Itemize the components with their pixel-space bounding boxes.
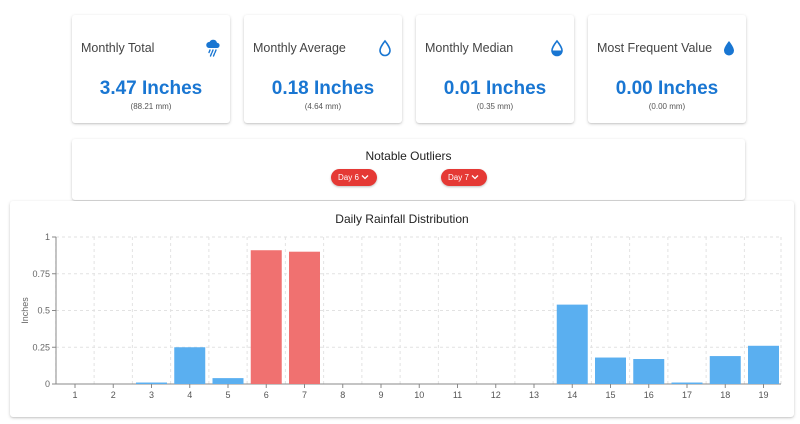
outlier-chip-day-6[interactable]: Day 6 (331, 169, 377, 186)
stat-sub: (4.64 mm) (304, 102, 342, 111)
stat-sub: (88.21 mm) (130, 102, 172, 111)
y-tick-label: 0 (45, 379, 50, 389)
stat-sub: (0.35 mm) (476, 102, 514, 111)
stat-sub: (0.00 mm) (648, 102, 686, 111)
stat-title: Monthly Total (81, 41, 155, 55)
stat-value: 0.18 Inches (271, 78, 375, 99)
chevron-down-icon (361, 175, 369, 180)
x-tick-label: 6 (264, 390, 269, 400)
x-tick-label: 1 (72, 390, 77, 400)
rain-cloud-icon (206, 39, 220, 57)
drop-outline-icon (379, 39, 391, 57)
x-tick-label: 14 (567, 390, 577, 400)
stat-card-frequent: Most Frequent Value 0.00 Inches (0.00 mm… (588, 15, 746, 123)
outliers-title: Notable Outliers (365, 149, 452, 163)
bar-day-15 (595, 357, 626, 384)
x-tick-label: 18 (720, 390, 730, 400)
outliers-card: Notable Outliers Day 6 Day 7 (72, 139, 745, 200)
x-tick-label: 8 (340, 390, 345, 400)
bar-day-4 (174, 347, 206, 384)
x-tick-label: 3 (149, 390, 154, 400)
y-axis-label: Inches (20, 297, 30, 324)
x-tick-label: 12 (491, 390, 501, 400)
y-tick-label: 0.25 (32, 342, 50, 352)
stat-card-average: Monthly Average 0.18 Inches (4.64 mm) (244, 15, 402, 123)
y-tick-label: 1 (45, 232, 50, 242)
stat-value: 0.01 Inches (443, 78, 547, 99)
x-tick-label: 9 (378, 390, 383, 400)
y-tick-label: 0.5 (37, 306, 50, 316)
grid (55, 236, 782, 385)
chip-label: Day 6 (338, 173, 359, 182)
chevron-down-icon (471, 175, 479, 180)
bar-day-18 (709, 356, 741, 384)
x-tick-label: 5 (225, 390, 230, 400)
bar-day-17 (671, 382, 703, 384)
x-tick-label: 2 (111, 390, 116, 400)
stat-title: Monthly Average (253, 41, 346, 55)
drop-filled-icon (724, 41, 734, 56)
stat-value: 3.47 Inches (99, 78, 203, 99)
bar-day-16 (633, 359, 665, 384)
chip-label: Day 7 (448, 173, 469, 182)
bar-day-3 (136, 382, 167, 384)
bar-day-5 (212, 378, 244, 384)
x-tick-label: 17 (682, 390, 692, 400)
bar-day-14 (556, 304, 588, 384)
x-tick-label: 7 (302, 390, 307, 400)
x-tick-label: 11 (453, 390, 462, 400)
bar-day-6 (250, 250, 282, 384)
stat-card-total: Monthly Total 3.47 Inches (88.21 mm) (72, 15, 230, 123)
chart-card: Daily Rainfall Distribution 0 0.25 0.5 0.75… (10, 201, 794, 417)
x-tick-label: 15 (605, 390, 615, 400)
outlier-chip-day-7[interactable]: Day 7 (441, 169, 487, 186)
drop-half-icon (551, 39, 563, 57)
chart-title: Daily Rainfall Distribution (335, 212, 469, 226)
y-tick-label: 0.75 (32, 269, 50, 279)
stat-value: 0.00 Inches (615, 78, 719, 99)
x-tick-label: 16 (644, 390, 654, 400)
bar-day-19 (748, 345, 779, 384)
x-tick-label: 4 (187, 390, 192, 400)
bar-day-7 (289, 251, 320, 384)
stat-title: Most Frequent Value (597, 41, 713, 55)
stat-card-median: Monthly Median 0.01 Inches (0.35 mm) (416, 15, 574, 123)
stat-title: Monthly Median (425, 41, 514, 55)
x-tick-label: 19 (758, 390, 768, 400)
x-tick-label: 10 (414, 390, 424, 400)
x-tick-label: 13 (529, 390, 539, 400)
